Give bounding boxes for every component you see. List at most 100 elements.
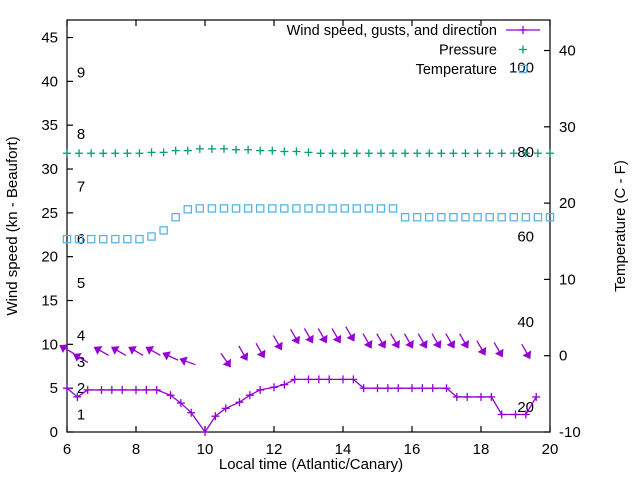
y-tick-label: 0: [50, 424, 58, 441]
plus-marker: [97, 385, 106, 394]
y2-tick-label: 10: [559, 271, 576, 288]
square-marker: [98, 234, 108, 244]
wind-arrow: [459, 333, 469, 349]
square-marker: [292, 204, 301, 213]
wind-arrow: [111, 346, 127, 357]
square-marker: [449, 212, 458, 222]
plus-marker: [316, 149, 325, 158]
square-marker: [135, 234, 144, 244]
plus-marker: [87, 149, 96, 158]
plus-marker: [473, 149, 482, 158]
plus-marker: [280, 147, 289, 156]
plus-marker: [325, 375, 334, 384]
axis-box: [66, 19, 551, 433]
square-marker: [545, 212, 555, 222]
plus-marker: [364, 149, 373, 158]
beaufort-label: 9: [77, 65, 85, 82]
wind-arrow: [179, 356, 196, 366]
plus-marker: [511, 410, 520, 419]
square-marker: [280, 204, 289, 213]
square-marker: [111, 234, 120, 244]
plus-marker: [195, 144, 204, 153]
wind-arrow: [272, 335, 283, 351]
x-tick-label: 10: [197, 441, 214, 458]
plus-marker: [340, 149, 349, 158]
plus-marker: [461, 149, 470, 158]
square-marker: [521, 212, 531, 222]
plus-marker: [533, 149, 542, 158]
plus-marker: [442, 384, 451, 393]
plus-marker: [314, 375, 323, 384]
wind-arrow: [73, 353, 89, 364]
plus-marker: [142, 385, 151, 394]
square-marker: [304, 204, 313, 213]
y-axis-title: Wind speed (kn - Beaufort): [4, 136, 21, 315]
square-marker: [219, 204, 229, 213]
plus-marker: [73, 392, 82, 401]
plus-marker: [290, 375, 299, 384]
plus-marker: [219, 144, 228, 153]
plus-marker: [463, 392, 472, 401]
plus-marker: [383, 384, 392, 393]
data-series-group: [62, 144, 555, 436]
plus-marker: [292, 147, 301, 156]
y2-axis-title: Temperature (C - F): [612, 160, 629, 292]
wind-arrow: [390, 333, 400, 349]
wind-arrow: [220, 352, 231, 368]
plus-marker: [521, 410, 530, 419]
square-marker: [195, 204, 205, 213]
plus-marker: [147, 148, 156, 157]
square-marker: [316, 204, 325, 213]
plus-marker: [477, 392, 485, 401]
plus-marker: [521, 149, 530, 158]
plus-marker: [63, 149, 71, 158]
x-axis-title: Local time (Atlantic/Canary): [219, 456, 403, 473]
plus-marker: [244, 145, 253, 154]
plus-marker: [452, 392, 461, 401]
plus-marker: [118, 385, 127, 394]
plus-marker: [245, 391, 254, 400]
plus-marker: [256, 385, 265, 394]
series-temperature: [62, 204, 555, 244]
plus-marker: [187, 408, 196, 417]
square-marker: [497, 212, 506, 222]
wind-arrow: [145, 346, 161, 357]
wind-arrow: [345, 326, 356, 342]
plus-marker: [376, 149, 385, 158]
plus-marker: [207, 144, 216, 153]
legend: Wind speed, gusts, and direction Pressure…: [287, 23, 540, 78]
square-marker: [485, 212, 494, 222]
plus-marker: [75, 149, 84, 158]
fahrenheit-label: 100: [509, 59, 534, 76]
y-tick-label: 45: [41, 30, 58, 47]
plus-marker: [418, 384, 427, 393]
y-tick-label: 30: [41, 161, 58, 178]
square-marker: [183, 205, 192, 214]
plus-marker: [235, 398, 244, 407]
plus-marker: [349, 375, 358, 384]
plus-marker: [63, 384, 71, 393]
wind-arrow: [521, 343, 532, 360]
square-marker: [509, 212, 519, 222]
square-marker: [207, 204, 217, 213]
wind-arrow: [417, 333, 428, 349]
plus-marker: [99, 149, 108, 158]
square-marker: [518, 64, 528, 74]
square-marker: [62, 234, 72, 244]
beaufort-label: 7: [77, 179, 85, 196]
y2-tick-label: 20: [559, 195, 576, 212]
plus-marker: [268, 146, 277, 155]
x-tick-label: 20: [542, 441, 559, 458]
wind-arrow: [331, 328, 342, 344]
plus-marker: [373, 384, 382, 393]
wind-arrow: [431, 333, 442, 349]
plus-marker: [437, 149, 446, 158]
wind-arrow: [238, 345, 249, 361]
square-marker: [340, 204, 349, 213]
plus-marker: [159, 148, 168, 157]
plus-marker: [256, 146, 265, 155]
wind-arrow: [93, 346, 109, 357]
plus-marker: [135, 149, 144, 158]
